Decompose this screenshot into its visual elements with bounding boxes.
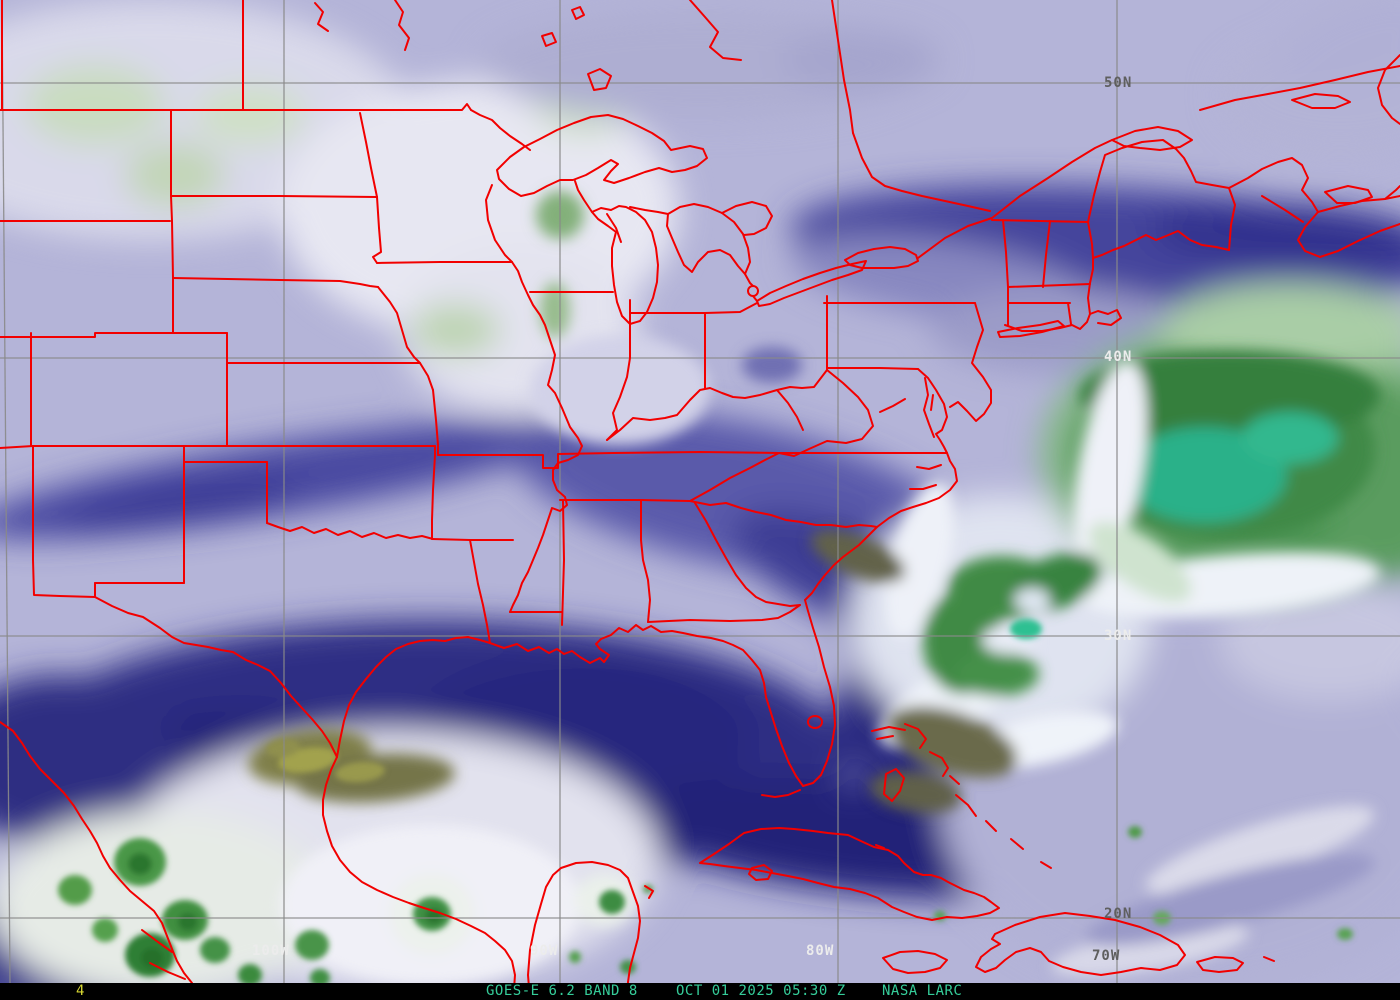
grid-label-20n: 20N	[1104, 906, 1133, 922]
frame-number: 4	[76, 983, 85, 999]
grid-label-40n: 40N	[1104, 349, 1133, 365]
grid-label-30n: 30N	[1104, 628, 1133, 644]
grid-label-100w: 100W	[252, 943, 290, 959]
caption-credit: NASA LARC	[882, 983, 963, 999]
grid-label-80w: 80W	[806, 943, 835, 959]
grid-label-90w: 90W	[530, 943, 559, 959]
caption-datetime: OCT 01 2025 05:30 Z	[676, 983, 846, 999]
caption-bar: 4 GOES-E 6.2 BAND 8 OCT 01 2025 05:30 Z …	[0, 983, 1400, 1000]
grid-label-70w: 70W	[1092, 948, 1121, 964]
caption-product: GOES-E 6.2 BAND 8	[486, 983, 638, 999]
wv-imagery-layer-detail	[58, 619, 1353, 987]
grid-label-50n: 50N	[1104, 75, 1133, 91]
